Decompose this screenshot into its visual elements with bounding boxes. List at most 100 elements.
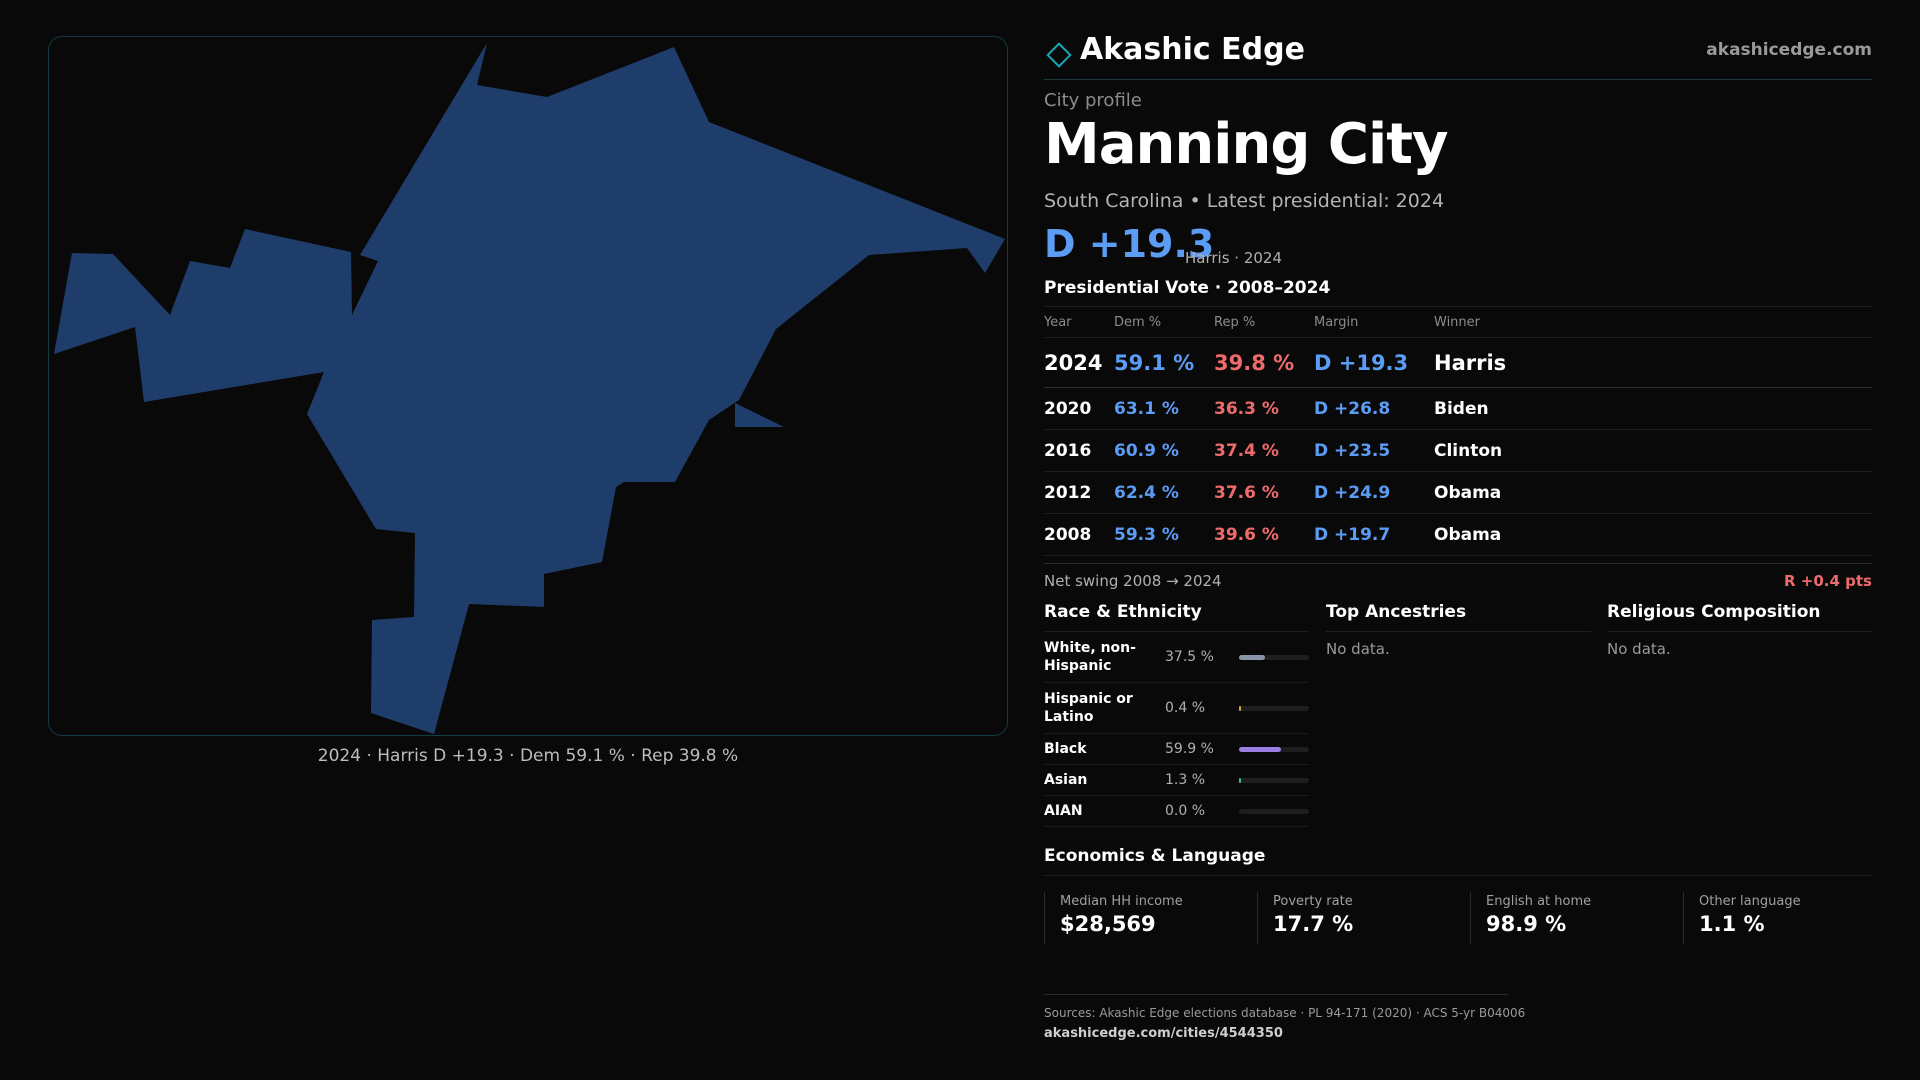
cell-margin: D +26.8 <box>1314 398 1391 419</box>
net-swing-value: R +0.4 pts <box>1784 572 1872 590</box>
stat-value: 17.7 % <box>1273 912 1354 936</box>
cell-year: 2012 <box>1044 482 1092 503</box>
stat-card-english: English at home 98.9 % <box>1470 892 1675 944</box>
religion-empty-text: No data. <box>1607 640 1671 658</box>
stat-card-poverty: Poverty rate 17.7 % <box>1257 892 1462 944</box>
cell-dem: 59.3 % <box>1114 524 1179 545</box>
column-header-dem: Dem % <box>1114 315 1162 330</box>
ancestries-empty-text: No data. <box>1326 640 1390 658</box>
cell-rep: 37.6 % <box>1214 482 1279 503</box>
stat-value: 98.9 % <box>1486 912 1567 936</box>
divider <box>1044 994 1508 995</box>
cell-winner: Clinton <box>1434 440 1503 461</box>
race-label: AIAN <box>1044 803 1083 819</box>
sources-note: Sources: Akashic Edge elections database… <box>1044 1006 1526 1020</box>
cell-dem: 62.4 % <box>1114 482 1179 503</box>
presidential-table: Year Dem % Rep % Margin Winner 2024 59.1… <box>1044 308 1872 556</box>
cell-margin: D +19.7 <box>1314 524 1391 545</box>
race-bar-track <box>1239 778 1309 783</box>
cell-winner: Obama <box>1434 482 1502 503</box>
diamond-outline-icon <box>1046 42 1072 68</box>
table-row: 2024 59.1 % 39.8 % D +19.3 Harris <box>1044 338 1872 388</box>
stat-label: English at home <box>1486 894 1592 909</box>
cell-year: 2016 <box>1044 440 1092 461</box>
brand-url-link[interactable]: akashicedge.com <box>1706 40 1872 60</box>
race-row: AIAN 0.0 % <box>1044 796 1309 827</box>
economics-section-title: Economics & Language <box>1044 846 1266 866</box>
column-header-winner: Winner <box>1434 315 1481 330</box>
column-header-margin: Margin <box>1314 315 1359 330</box>
page-kicker: City profile <box>1044 90 1142 111</box>
cell-dem: 60.9 % <box>1114 440 1179 461</box>
map-caption: 2024 · Harris D +19.3 · Dem 59.1 % · Rep… <box>317 746 739 766</box>
headline-margin: D +19.3 <box>1044 222 1215 266</box>
race-bar-track <box>1239 747 1309 752</box>
race-percent: 1.3 % <box>1165 772 1206 788</box>
presidential-section-title: Presidential Vote · 2008–2024 <box>1044 278 1331 298</box>
city-map[interactable] <box>48 36 1008 736</box>
divider <box>1044 563 1872 564</box>
brand-header: Akashic Edge akashicedge.com <box>1044 30 1872 80</box>
race-bar-track <box>1239 655 1309 660</box>
cell-rep: 36.3 % <box>1214 398 1279 419</box>
cell-year: 2008 <box>1044 524 1092 545</box>
divider <box>1044 875 1872 876</box>
race-bar-fill <box>1239 747 1281 752</box>
brand-name: Akashic Edge <box>1080 32 1305 67</box>
race-bar-fill <box>1239 706 1241 711</box>
cell-year: 2020 <box>1044 398 1092 419</box>
page-title: Manning City <box>1044 112 1448 177</box>
stat-value: 1.1 % <box>1699 912 1765 936</box>
ancestries-section-title: Top Ancestries <box>1326 602 1591 632</box>
stat-label: Median HH income <box>1060 894 1183 909</box>
cell-margin: D +24.9 <box>1314 482 1391 503</box>
race-label: Hispanic or Latino <box>1044 691 1133 725</box>
cell-winner: Biden <box>1434 398 1489 419</box>
stat-label: Poverty rate <box>1273 894 1353 909</box>
cell-winner: Harris <box>1434 350 1507 375</box>
page-url-link[interactable]: akashicedge.com/cities/4544350 <box>1044 1026 1283 1041</box>
cell-rep: 39.6 % <box>1214 524 1279 545</box>
page-subtitle: South Carolina • Latest presidential: 20… <box>1044 190 1445 212</box>
table-row: 2012 62.4 % 37.6 % D +24.9 Obama <box>1044 472 1872 514</box>
cell-margin: D +23.5 <box>1314 440 1391 461</box>
column-header-rep: Rep % <box>1214 315 1256 330</box>
divider <box>1044 306 1872 307</box>
stat-card-other-language: Other language 1.1 % <box>1683 892 1888 944</box>
race-percent: 37.5 % <box>1165 649 1214 665</box>
cell-year: 2024 <box>1044 350 1103 375</box>
stat-card-income: Median HH income $28,569 <box>1044 892 1249 944</box>
race-row: Hispanic or Latino 0.4 % <box>1044 683 1309 734</box>
stat-value: $28,569 <box>1060 912 1156 936</box>
city-boundary-shape <box>54 43 1005 734</box>
cell-dem: 63.1 % <box>1114 398 1179 419</box>
religion-section-title: Religious Composition <box>1607 602 1872 632</box>
race-percent: 59.9 % <box>1165 741 1214 757</box>
cell-winner: Obama <box>1434 524 1502 545</box>
cell-rep: 39.8 % <box>1214 350 1295 375</box>
race-section-title: Race & Ethnicity <box>1044 602 1309 632</box>
race-bar-track <box>1239 809 1309 814</box>
table-header: Year Dem % Rep % Margin Winner <box>1044 308 1872 338</box>
ancestries-section: Top Ancestries No data. <box>1326 602 1591 658</box>
table-row: 2016 60.9 % 37.4 % D +23.5 Clinton <box>1044 430 1872 472</box>
column-header-year: Year <box>1044 315 1072 330</box>
religion-section: Religious Composition No data. <box>1607 602 1872 658</box>
race-label: Black <box>1044 741 1087 757</box>
table-row: 2020 63.1 % 36.3 % D +26.8 Biden <box>1044 388 1872 430</box>
race-percent: 0.0 % <box>1165 803 1206 819</box>
race-row: Asian 1.3 % <box>1044 765 1309 796</box>
cell-rep: 37.4 % <box>1214 440 1279 461</box>
net-swing-label: Net swing 2008 → 2024 <box>1044 572 1222 590</box>
race-bar-track <box>1239 706 1309 711</box>
economics-cards: Median HH income $28,569 Poverty rate 17… <box>1044 892 1872 944</box>
race-row: Black 59.9 % <box>1044 734 1309 765</box>
headline-note: Harris · 2024 <box>1185 249 1283 267</box>
cell-dem: 59.1 % <box>1114 350 1195 375</box>
race-bar-fill <box>1239 778 1241 783</box>
race-bar-fill <box>1239 655 1265 660</box>
stat-label: Other language <box>1699 894 1801 909</box>
city-boundary-map <box>54 43 1005 734</box>
race-percent: 0.4 % <box>1165 700 1206 716</box>
race-label: Asian <box>1044 772 1088 788</box>
